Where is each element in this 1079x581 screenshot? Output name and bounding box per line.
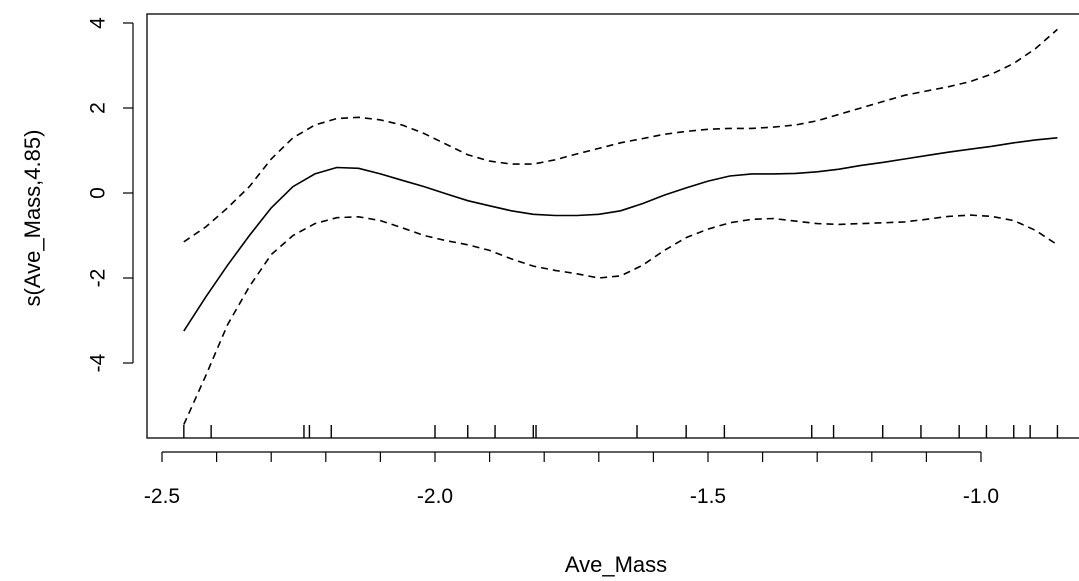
x-axis: -2.5 -2.0 -1.5 -1.0 [144,451,999,508]
x-tick-label: -1.0 [963,485,999,508]
y-tick-label: -4 [87,353,110,372]
smooth-fit-line [183,137,1058,332]
confidence-band-line-2 [183,214,1058,425]
series-group [183,28,1058,425]
y-tick-label: 2 [87,102,110,114]
y-tick-label: 0 [87,187,110,199]
confidence-band-line-1 [183,28,1058,243]
x-tick-label: -2.5 [144,485,180,508]
x-tick-label: -2.0 [417,485,453,508]
y-tick-label: 4 [87,17,110,29]
x-tick-label: -1.5 [690,485,726,508]
y-axis: -4 -2 0 2 4 [87,17,134,372]
rug-group [183,425,1059,438]
y-axis-title: s(Ave_Mass,4.85) [20,130,45,307]
y-tick-label: -2 [87,269,110,288]
x-axis-title: Ave_Mass [565,552,667,577]
plot-frame [146,13,1079,439]
